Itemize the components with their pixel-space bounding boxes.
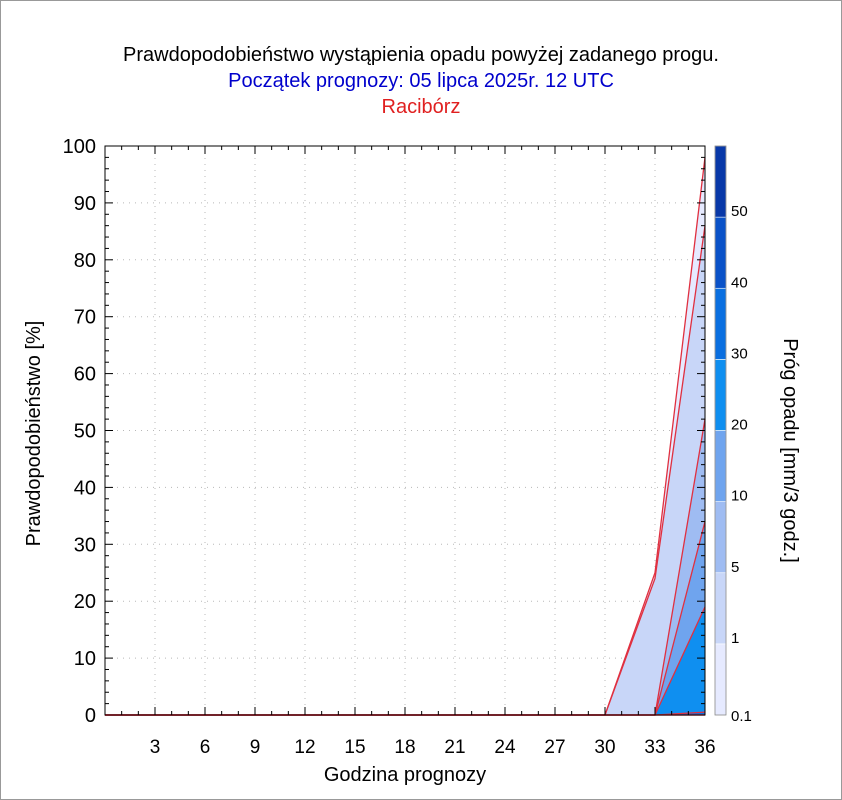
colorbar-tick-label: 1 — [731, 630, 739, 647]
x-tick-label: 21 — [444, 737, 465, 758]
colorbar-segment — [714, 216, 727, 289]
chart-subtitle: Początek prognozy: 05 lipca 2025r. 12 UT… — [228, 70, 614, 92]
colorbar: 0.1 1 5 10 20 30 40 50 — [714, 145, 752, 725]
location-label: Racibórz — [381, 96, 461, 118]
x-tick-label: 15 — [344, 737, 365, 758]
colorbar-segment — [714, 572, 727, 645]
y-tick-labels: 0 10 20 30 40 50 60 70 80 90 100 — [63, 136, 96, 727]
colorbar-label: Próg opadu [mm/3 godz.] — [779, 338, 801, 563]
colorbar-tick-label: 40 — [731, 274, 748, 291]
line-threshold-0_1 — [105, 157, 706, 716]
colorbar-tick-label: 30 — [731, 345, 748, 362]
colorbar-segment — [714, 501, 727, 574]
colorbar-border — [714, 145, 727, 716]
line-threshold-5 — [105, 419, 706, 716]
colorbar-tick-label: 5 — [731, 559, 739, 576]
x-tick-label: 30 — [594, 737, 615, 758]
axes — [104, 145, 706, 716]
area-threshold-5 — [105, 419, 705, 715]
colorbar-segment — [714, 643, 727, 716]
colorbar-tick-label: 10 — [731, 488, 748, 505]
x-tick-label: 36 — [694, 737, 715, 758]
y-tick-label: 80 — [74, 250, 96, 272]
x-tick-label: 12 — [294, 737, 315, 758]
x-tick-label: 33 — [644, 737, 665, 758]
area-threshold-0_1 — [105, 157, 705, 715]
y-axis-label: Prawdopodobieństwo [%] — [23, 321, 45, 547]
y-tick-label: 100 — [63, 136, 96, 158]
grid-lines — [105, 146, 705, 715]
y-tick-label: 0 — [85, 705, 96, 727]
x-tick-label: 9 — [250, 737, 261, 758]
colorbar-tick-label: 0.1 — [731, 708, 752, 725]
y-tick-label: 90 — [74, 193, 96, 215]
y-tick-label: 20 — [74, 591, 96, 613]
colorbar-tick-label: 50 — [731, 203, 748, 220]
chart-title: Prawdopodobieństwo wystąpienia opadu pow… — [123, 44, 719, 66]
x-tick-label: 24 — [494, 737, 516, 758]
colorbar-segment — [714, 430, 727, 502]
y-tick-label: 60 — [74, 364, 96, 386]
y-tick-label: 50 — [74, 421, 96, 443]
x-tick-label: 18 — [394, 737, 415, 758]
threshold-areas — [105, 157, 705, 715]
colorbar-tick-label: 20 — [731, 417, 748, 434]
y-tick-label: 10 — [74, 648, 96, 670]
threshold-lines — [105, 157, 706, 716]
y-tick-label: 30 — [74, 534, 96, 556]
x-axis-label: Godzina prognozy — [324, 764, 486, 786]
x-tick-label: 3 — [150, 737, 161, 758]
colorbar-segment — [714, 287, 727, 360]
y-tick-label: 70 — [74, 307, 96, 329]
y-tick-label: 40 — [74, 477, 96, 499]
area-threshold-1 — [105, 225, 705, 715]
colorbar-segment — [714, 145, 727, 218]
colorbar-segment — [714, 359, 727, 431]
x-tick-label: 6 — [200, 737, 211, 758]
x-tick-labels: 3 6 9 12 15 18 21 24 27 30 33 36 — [150, 737, 716, 758]
x-tick-label: 27 — [544, 737, 565, 758]
